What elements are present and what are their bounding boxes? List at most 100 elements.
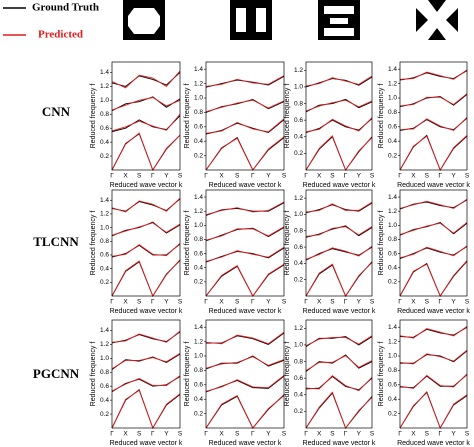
x-tick-label: Γ	[438, 299, 442, 306]
x-tick-label: Γ	[204, 299, 208, 306]
y-tick-label: 1.4	[194, 194, 203, 201]
band-line	[205, 246, 285, 262]
y-tick-label: 0.6	[100, 252, 109, 259]
x-tick-label: Γ	[151, 431, 155, 438]
y-tick-label: 1.4	[388, 66, 397, 73]
y-tick-label: 0.2	[294, 408, 303, 415]
x-tick-label: Γ	[204, 431, 208, 438]
band-line	[399, 117, 468, 131]
band-line	[305, 201, 373, 213]
band-line	[305, 391, 373, 429]
y-tick-label: 0.2	[388, 152, 397, 159]
x-tick-label: Γ	[110, 299, 114, 306]
y-tick-label: 1.4	[194, 324, 203, 331]
x-tick-label: Γ	[151, 299, 155, 306]
band-line	[399, 93, 468, 107]
x-tick-label: Γ	[251, 299, 255, 306]
x-tick-label: S	[465, 173, 470, 180]
y-tick-label: 0.4	[294, 391, 303, 398]
y-tick-label: 0.8	[194, 109, 203, 116]
x-tick-label: Γ	[398, 173, 402, 180]
y-tick-label: 1.2	[100, 211, 109, 218]
band-line	[205, 202, 285, 216]
plot-frame	[111, 319, 181, 429]
band-line	[111, 243, 181, 257]
x-tick-label: S	[235, 431, 240, 438]
y-tick-label: 1.2	[100, 341, 109, 348]
x-tick-label: Y	[266, 431, 271, 438]
band-line	[399, 261, 468, 297]
x-tick-label: X	[317, 431, 322, 438]
y-axis-label: Reduced frequency f	[90, 84, 97, 149]
y-tick-label: 0.4	[100, 139, 109, 146]
plot-frame	[399, 319, 468, 429]
band-line	[205, 355, 285, 370]
x-tick-label: S	[425, 431, 430, 438]
x-tick-label: S	[425, 299, 430, 306]
x-tick-label: Γ	[251, 431, 255, 438]
x-tick-label: S	[330, 299, 335, 306]
band-line	[205, 375, 285, 393]
band-line	[111, 353, 181, 370]
x-tick-label: S	[465, 431, 470, 438]
x-tick-label: Γ	[151, 173, 155, 180]
band-line	[305, 355, 373, 372]
band-line	[206, 332, 285, 345]
x-tick-label: Y	[451, 299, 456, 306]
x-tick-label: Γ	[398, 299, 402, 306]
x-tick-label: S	[178, 173, 183, 180]
y-tick-label: 0.4	[100, 265, 109, 272]
band-line	[399, 349, 468, 365]
y-tick-label: 1.2	[294, 67, 303, 74]
x-tick-label: Γ	[438, 173, 442, 180]
y-tick-label: 1.2	[100, 83, 109, 90]
y-axis-label: Reduced frequency f	[284, 211, 291, 276]
y-tick-label: 0.8	[388, 236, 397, 243]
band-line	[305, 118, 373, 134]
y-tick-label: 0.6	[100, 125, 109, 132]
y-tick-label: 0.2	[388, 279, 397, 286]
x-tick-label: X	[411, 299, 416, 306]
band-line	[205, 394, 285, 429]
band-line	[111, 375, 181, 392]
x-tick-label: Γ	[204, 173, 208, 180]
y-tick-label: 0.8	[294, 227, 303, 234]
x-tick-label: Γ	[251, 173, 255, 180]
y-tick-label: 1.4	[388, 324, 397, 331]
x-tick-label: Γ	[304, 299, 308, 306]
y-tick-label: 1.0	[294, 84, 303, 91]
band-line	[205, 201, 285, 216]
unit-cell-hole	[416, 0, 458, 40]
band-line	[205, 356, 285, 369]
band-line	[205, 118, 285, 134]
x-tick-label: S	[282, 431, 287, 438]
unit-cell-hole	[236, 8, 246, 32]
band-line	[399, 246, 468, 259]
y-tick-label: 0.4	[388, 396, 397, 403]
legend: Ground Truth Predicted	[3, 2, 99, 41]
y-tick-label: 1.0	[100, 224, 109, 231]
x-axis-label: Reduced wave vector k	[110, 182, 183, 189]
x-tick-label: S	[330, 431, 335, 438]
x-tick-label: Γ	[110, 173, 114, 180]
x-axis-label: Reduced wave vector k	[110, 308, 183, 315]
plot-frame	[305, 319, 373, 429]
band-line	[399, 326, 468, 338]
y-tick-label: 1.4	[100, 327, 109, 334]
band-line	[111, 222, 181, 236]
band-line	[111, 97, 181, 111]
x-tick-label: Y	[357, 431, 362, 438]
y-tick-label: 0.8	[194, 367, 203, 374]
y-tick-label: 0.6	[294, 244, 303, 251]
y-axis-label: Reduced frequency f	[378, 211, 385, 276]
x-tick-label: Y	[451, 431, 456, 438]
plot-frame	[305, 61, 373, 171]
y-tick-label: 0.8	[388, 109, 397, 116]
y-tick-label: 1.0	[388, 95, 397, 102]
band-line	[205, 227, 285, 242]
y-tick-label: 1.4	[100, 197, 109, 204]
y-tick-label: 1.4	[388, 194, 397, 201]
y-tick-label: 1.0	[294, 342, 303, 349]
x-tick-label: X	[123, 299, 128, 306]
